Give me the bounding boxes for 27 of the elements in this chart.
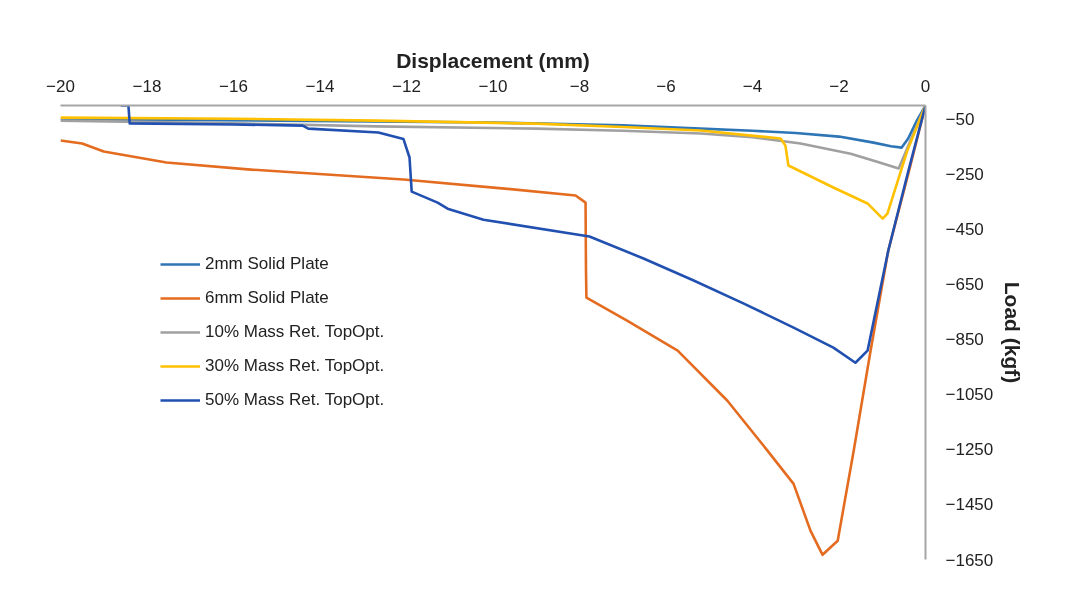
y-tick-label: −850 (945, 330, 984, 350)
legend-label: 2mm Solid Plate (205, 254, 329, 274)
y-tick-label: −1050 (945, 385, 994, 405)
y-axis-title: Load (kgf) (1001, 281, 1025, 384)
x-tick-label: −6 (656, 76, 676, 96)
x-tick-label: 0 (920, 76, 931, 96)
x-tick-label: −8 (569, 76, 590, 96)
x-tick-label: −4 (742, 76, 763, 96)
y-tick-label: −50 (945, 110, 975, 130)
y-tick-label: −1650 (945, 550, 994, 570)
x-tick-label: −18 (132, 76, 162, 96)
x-tick-label: −14 (305, 76, 335, 96)
y-tick-label: −1450 (945, 495, 994, 515)
x-tick-label: −16 (219, 76, 248, 96)
x-tick-label: −12 (392, 76, 421, 96)
y-tick-label: −650 (945, 275, 984, 295)
y-tick-label: −250 (945, 165, 984, 185)
y-tick-label: −450 (945, 220, 984, 240)
x-tick-label: −20 (46, 76, 75, 96)
legend-label: 6mm Solid Plate (205, 288, 329, 308)
x-tick-label: −10 (478, 76, 508, 96)
x-axis-title: Displacement (mm) (396, 48, 590, 72)
legend-label: 10% Mass Ret. TopOpt. (205, 322, 385, 342)
x-tick-label: −2 (829, 76, 849, 96)
y-tick-label: −1250 (945, 440, 994, 460)
legend-label: 50% Mass Ret. TopOpt. (205, 390, 385, 410)
legend-label: 30% Mass Ret. TopOpt. (205, 356, 385, 376)
